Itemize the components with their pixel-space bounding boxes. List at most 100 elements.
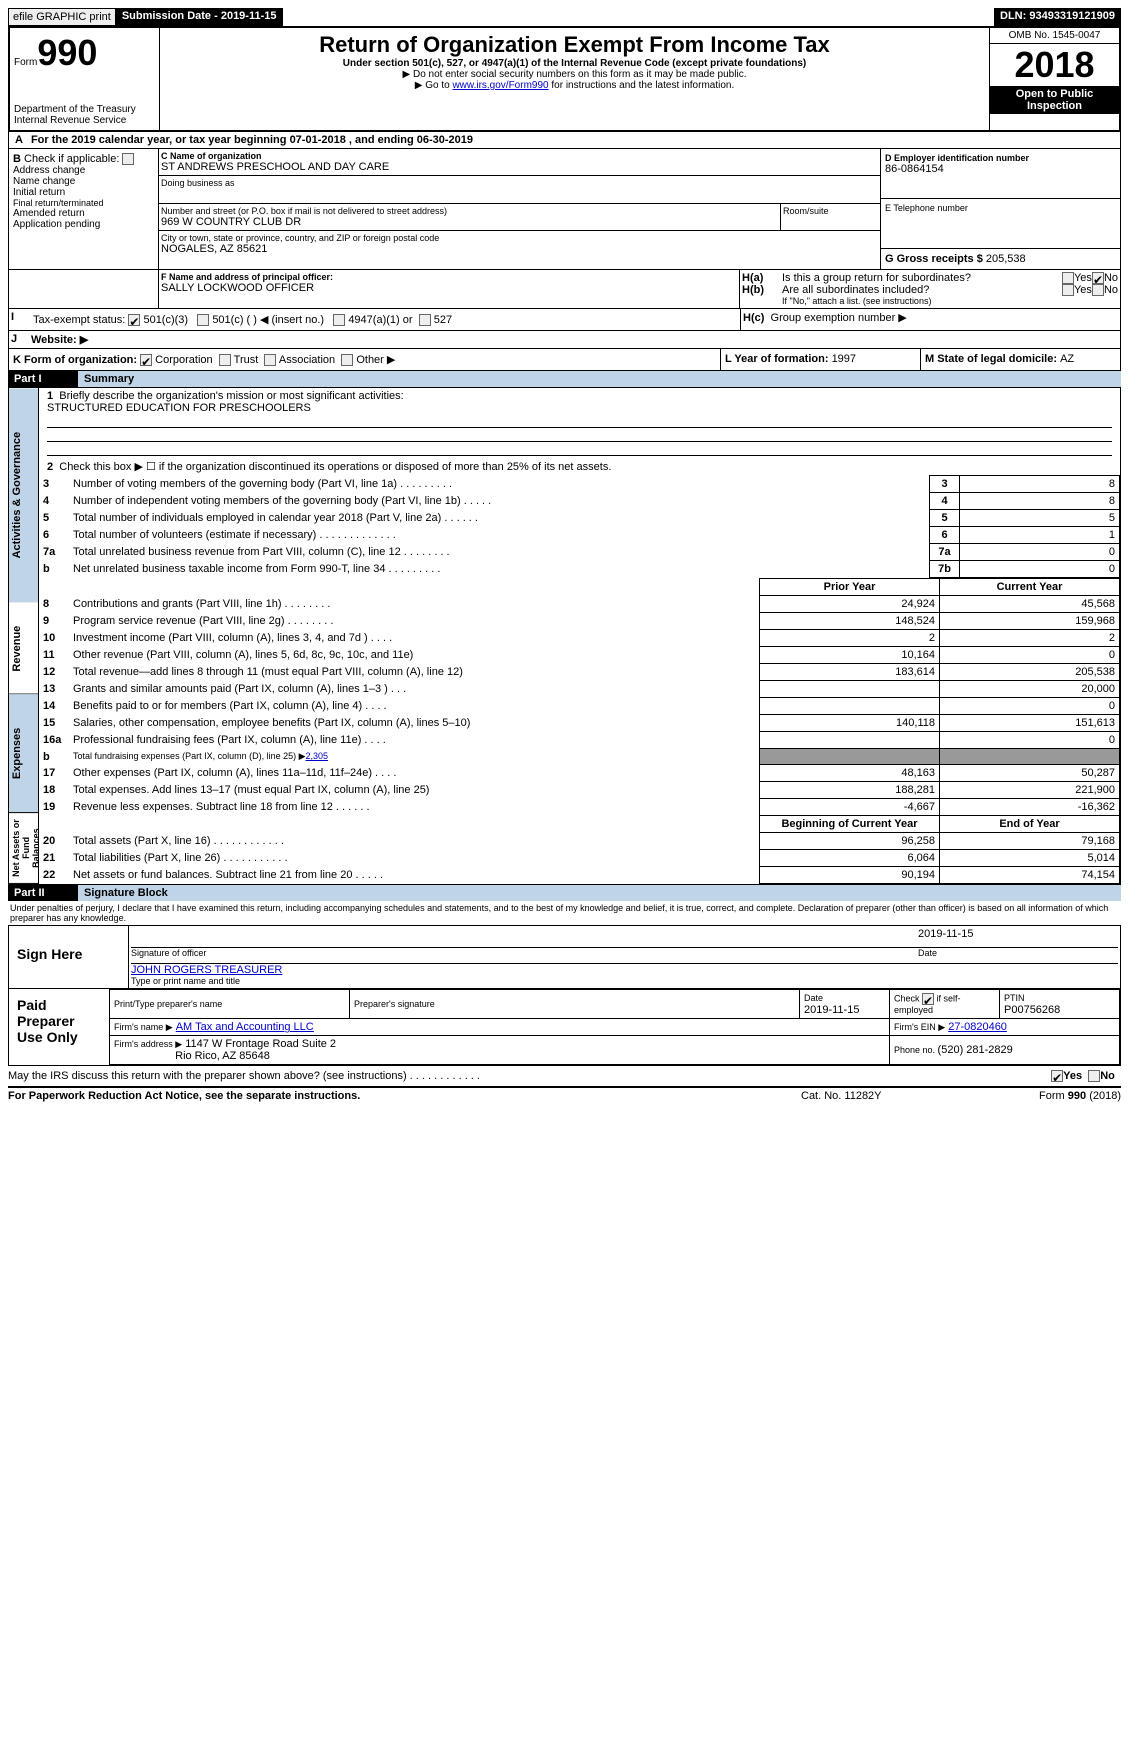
b-addr-change: Address change xyxy=(13,165,154,176)
l9: Program service revenue (Part VIII, line… xyxy=(69,613,760,630)
firm-link[interactable]: AM Tax and Accounting LLC xyxy=(176,1021,314,1033)
d-label: D Employer identification number xyxy=(885,153,1116,163)
r11p: 10,164 xyxy=(760,647,940,664)
boxB-title: Check if applicable: xyxy=(24,153,119,165)
firm-ein[interactable]: 27-0820460 xyxy=(948,1021,1007,1033)
note2-pre: ▶ Go to xyxy=(415,80,453,91)
k-assoc[interactable] xyxy=(264,354,276,366)
rowA-end: 06-30-2019 xyxy=(417,134,473,146)
r11c: 0 xyxy=(940,647,1120,664)
l2-text: Check this box ▶ ☐ if the organization d… xyxy=(59,461,611,473)
ha-no[interactable] xyxy=(1092,272,1104,284)
p-c1: Print/Type preparer's name xyxy=(110,990,350,1019)
i-501c[interactable] xyxy=(197,314,209,326)
sign-here-label: Sign Here xyxy=(9,926,109,988)
k-o4: Other ▶ xyxy=(356,354,395,366)
note-ssn: ▶ Do not enter social security numbers o… xyxy=(164,69,985,80)
i-501c3[interactable] xyxy=(128,314,140,326)
discuss-yes[interactable] xyxy=(1051,1070,1063,1082)
j-row: J Website: ▶ xyxy=(8,331,1121,349)
open-inspection: Open to Public Inspection xyxy=(990,86,1119,114)
right-col: D Employer identification number 86-0864… xyxy=(880,149,1120,269)
i-o4: 527 xyxy=(434,314,452,326)
i-o3: 4947(a)(1) or xyxy=(348,314,412,326)
l5: Total number of individuals employed in … xyxy=(69,510,930,527)
top-strip: efile GRAPHIC print Submission Date - 20… xyxy=(8,8,1121,26)
ha-yes[interactable] xyxy=(1062,272,1074,284)
hb-yes[interactable] xyxy=(1062,284,1074,296)
prior-h: Prior Year xyxy=(760,579,940,596)
k-trust[interactable] xyxy=(219,354,231,366)
l7a: Total unrelated business revenue from Pa… xyxy=(69,544,930,561)
v5: 5 xyxy=(960,510,1120,527)
cat-no: Cat. No. 11282Y xyxy=(801,1090,981,1102)
r14p xyxy=(760,698,940,715)
i-row: I Tax-exempt status: 501(c)(3) 501(c) ( … xyxy=(8,309,1121,331)
sigoff-label: Signature of officer xyxy=(131,948,918,958)
eoy-h: End of Year xyxy=(940,816,1120,833)
pra: For Paperwork Reduction Act Notice, see … xyxy=(8,1090,801,1102)
v3: 8 xyxy=(960,476,1120,493)
rowA-begin: 07-01-2018 xyxy=(290,134,346,146)
self-emp-check[interactable] xyxy=(922,993,934,1005)
b-pending: Application pending xyxy=(13,219,154,230)
irs-link[interactable]: www.irs.gov/Form990 xyxy=(452,80,548,91)
r19p: -4,667 xyxy=(760,799,940,816)
r21p: 6,064 xyxy=(760,850,940,867)
b-final: Final return/terminated xyxy=(13,198,154,208)
l22: Net assets or fund balances. Subtract li… xyxy=(69,867,760,884)
i-o1: 501(c)(3) xyxy=(143,314,188,326)
r18c: 221,900 xyxy=(940,782,1120,799)
discuss-no[interactable] xyxy=(1088,1070,1100,1082)
partI-label: Part I xyxy=(8,371,78,387)
e-label: E Telephone number xyxy=(885,203,1116,213)
r20p: 96,258 xyxy=(760,833,940,850)
partII-header: Part II Signature Block xyxy=(8,885,1121,901)
r20c: 79,168 xyxy=(940,833,1120,850)
v4: 8 xyxy=(960,493,1120,510)
r10p: 2 xyxy=(760,630,940,647)
form-title: Return of Organization Exempt From Incom… xyxy=(164,32,985,58)
officer-sig-name[interactable]: JOHN ROGERS TREASURER xyxy=(131,964,1118,976)
p-c4a: Check xyxy=(894,994,920,1004)
paid-label: Paid Preparer Use Only xyxy=(9,989,109,1065)
l11: Other revenue (Part VIII, column (A), li… xyxy=(69,647,760,664)
boc-h: Beginning of Current Year xyxy=(760,816,940,833)
box-b: B Check if applicable: Address change Na… xyxy=(9,149,159,269)
hb-text: Are all subordinates included? xyxy=(782,284,1062,296)
p-c5l: PTIN xyxy=(1004,993,1025,1003)
form-990-page: efile GRAPHIC print Submission Date - 20… xyxy=(0,0,1129,1110)
hb-no[interactable] xyxy=(1092,284,1104,296)
partI-title: Summary xyxy=(78,371,1121,387)
k-corp[interactable] xyxy=(140,354,152,366)
l16b-a: Total fundraising expenses (Part IX, col… xyxy=(73,751,306,761)
penalty-text: Under penalties of perjury, I declare th… xyxy=(8,901,1121,925)
partI-header: Part I Summary xyxy=(8,371,1121,387)
r12c: 205,538 xyxy=(940,664,1120,681)
firm-addr2: Rio Rico, AZ 85648 xyxy=(175,1050,270,1062)
discuss-row: May the IRS discuss this return with the… xyxy=(8,1066,1121,1088)
g-label: G Gross receipts $ xyxy=(885,253,986,265)
paid-table: Print/Type preparer's name Preparer's si… xyxy=(109,989,1120,1065)
dept: Department of the Treasury xyxy=(14,104,155,115)
r22p: 90,194 xyxy=(760,867,940,884)
r17c: 50,287 xyxy=(940,765,1120,782)
l19: Revenue less expenses. Subtract line 18 … xyxy=(69,799,760,816)
i-527[interactable] xyxy=(419,314,431,326)
p-c3v: 2019-11-15 xyxy=(804,1004,859,1016)
i-4947[interactable] xyxy=(333,314,345,326)
k-other[interactable] xyxy=(341,354,353,366)
sig-date: 2019-11-15 xyxy=(918,928,1118,948)
f-h-row: F Name and address of principal officer:… xyxy=(8,270,1121,309)
b-name-change: Name change xyxy=(13,176,154,187)
side-na: Net Assets or Fund Balances xyxy=(9,813,38,884)
l12: Total revenue—add lines 8 through 11 (mu… xyxy=(69,664,760,681)
dln: DLN: 93493319121909 xyxy=(994,8,1121,26)
cb-addr[interactable] xyxy=(122,153,134,165)
l16b-v[interactable]: 2,305 xyxy=(306,751,329,761)
r12p: 183,614 xyxy=(760,664,940,681)
yes2: Yes xyxy=(1074,284,1092,296)
i-label: Tax-exempt status: xyxy=(33,314,125,326)
r21c: 5,014 xyxy=(940,850,1120,867)
l14: Benefits paid to or for members (Part IX… xyxy=(69,698,760,715)
